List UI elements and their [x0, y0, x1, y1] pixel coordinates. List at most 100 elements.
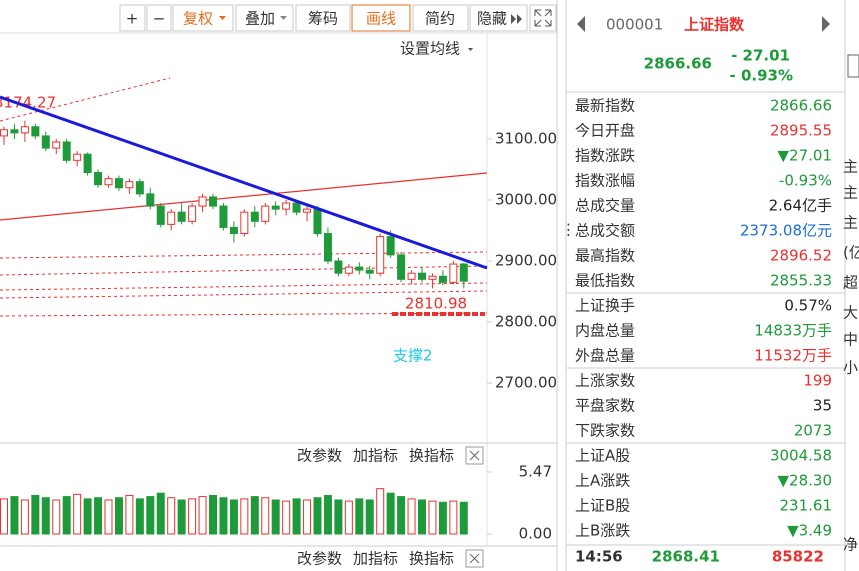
button-label[interactable]: 叠加 [245, 10, 275, 28]
candle-body [355, 266, 364, 271]
candle-body [250, 211, 259, 222]
stat-label: 上证A股 [575, 447, 630, 465]
stat-value: 3004.58 [770, 447, 832, 465]
candle-body [52, 141, 61, 149]
candle-body [135, 181, 144, 195]
volume-bar [418, 499, 426, 535]
button-label[interactable]: 画线 [366, 10, 396, 28]
stock-code: 000001 [606, 16, 663, 34]
button[interactable] [412, 4, 469, 32]
volume-bar [376, 488, 385, 535]
stat-label: 最低指数 [575, 272, 635, 290]
ma-setting[interactable]: 设置均线 [400, 40, 460, 58]
stat-value: 199 [803, 372, 832, 390]
stat-value: ▼28.30 [778, 472, 832, 490]
candle-body [62, 141, 71, 161]
candle-body [271, 205, 280, 210]
candle-body [386, 236, 395, 256]
next-arrow[interactable] [822, 16, 830, 32]
candle-body [240, 211, 249, 235]
volume-bar [104, 499, 113, 535]
volume-bar [62, 496, 71, 535]
button[interactable] [469, 4, 528, 32]
button[interactable] [146, 4, 172, 32]
button[interactable] [351, 4, 411, 32]
button-label[interactable]: + [126, 10, 139, 28]
y-tick-label: 2700.00 [495, 374, 557, 392]
side-label: 主 [843, 214, 858, 232]
y-tick-label: 2800.00 [495, 313, 557, 331]
volume-bar [428, 500, 437, 535]
candle-body [323, 233, 332, 262]
volume-bar [397, 496, 406, 535]
stat-value: 35 [813, 397, 832, 415]
candle-body [376, 236, 385, 274]
candle-body [156, 205, 165, 225]
candle-body [167, 211, 176, 225]
indicator-button[interactable]: 加指标 [353, 550, 398, 568]
button[interactable] [295, 4, 351, 32]
candle-body [73, 153, 82, 161]
candle-body [219, 205, 228, 228]
volume-bar [344, 500, 353, 535]
low-annotation: 2810.98 [405, 295, 467, 313]
volume-bar [459, 501, 468, 535]
prev-arrow[interactable] [577, 16, 585, 32]
candle-body [104, 178, 113, 186]
high-annotation: 3174.27 [0, 94, 56, 112]
volume-bar [438, 501, 447, 535]
y-tick-label: 3000.00 [495, 190, 557, 208]
splitter-grip[interactable]: ⋮ [561, 221, 576, 239]
candle-body [407, 272, 416, 280]
button-label[interactable]: 简约 [425, 10, 455, 28]
volume-bar [219, 497, 228, 535]
indicator-button[interactable]: 换指标 [409, 550, 454, 568]
candle-body [114, 178, 123, 189]
side-label: 主 [843, 184, 858, 202]
dropdown-arrow [219, 16, 226, 20]
volume-bar [365, 499, 374, 535]
stat-value: 2895.55 [770, 122, 832, 140]
volume-bar [292, 498, 301, 535]
volume-bar [0, 498, 8, 535]
side-icon[interactable] [847, 54, 859, 78]
stat-value: 2855.33 [770, 272, 832, 290]
stat-value: 231.61 [780, 497, 833, 515]
candle-body [365, 269, 374, 274]
stat-label: 总成交量 [575, 197, 635, 215]
indicator-button[interactable]: 换指标 [409, 447, 454, 465]
stat-label: 内盘总量 [575, 322, 635, 340]
volume-bar [41, 497, 50, 535]
button-label[interactable]: − [153, 10, 166, 28]
indicator-button[interactable]: 加指标 [353, 447, 398, 465]
candle-body [334, 260, 343, 274]
button-label[interactable]: 复权 [183, 10, 213, 28]
stat-label: 下跌家数 [575, 422, 635, 440]
y-tick-label: 0.00 [519, 525, 552, 543]
stat-label: 上证B股 [575, 497, 630, 515]
tick-volume: 85822 [772, 548, 824, 566]
volume-bar [240, 498, 249, 535]
side-label: 中 [843, 331, 858, 349]
volume-bar [10, 496, 19, 535]
volume-bar [355, 498, 364, 535]
indicator-button[interactable]: 改参数 [297, 550, 342, 568]
stat-value: ▼3.49 [787, 522, 832, 540]
stat-label: 上涨家数 [575, 372, 635, 390]
dropdown-arrow [468, 48, 473, 51]
volume-bar [334, 499, 343, 535]
close-icon [469, 450, 480, 461]
volume-bar [303, 499, 312, 535]
button[interactable] [119, 4, 146, 32]
stat-label: 总成交额 [575, 222, 635, 240]
button-label[interactable]: 筹码 [308, 10, 338, 28]
support-annotation: 支撑2 [393, 347, 433, 365]
button[interactable] [529, 4, 557, 32]
button-label[interactable]: 隐藏 [477, 10, 507, 28]
candle-body [188, 205, 197, 222]
candle-body [146, 193, 155, 207]
stat-label: 最高指数 [575, 247, 635, 265]
indicator-button[interactable]: 改参数 [297, 447, 342, 465]
stat-value: 14833万手 [754, 322, 832, 340]
